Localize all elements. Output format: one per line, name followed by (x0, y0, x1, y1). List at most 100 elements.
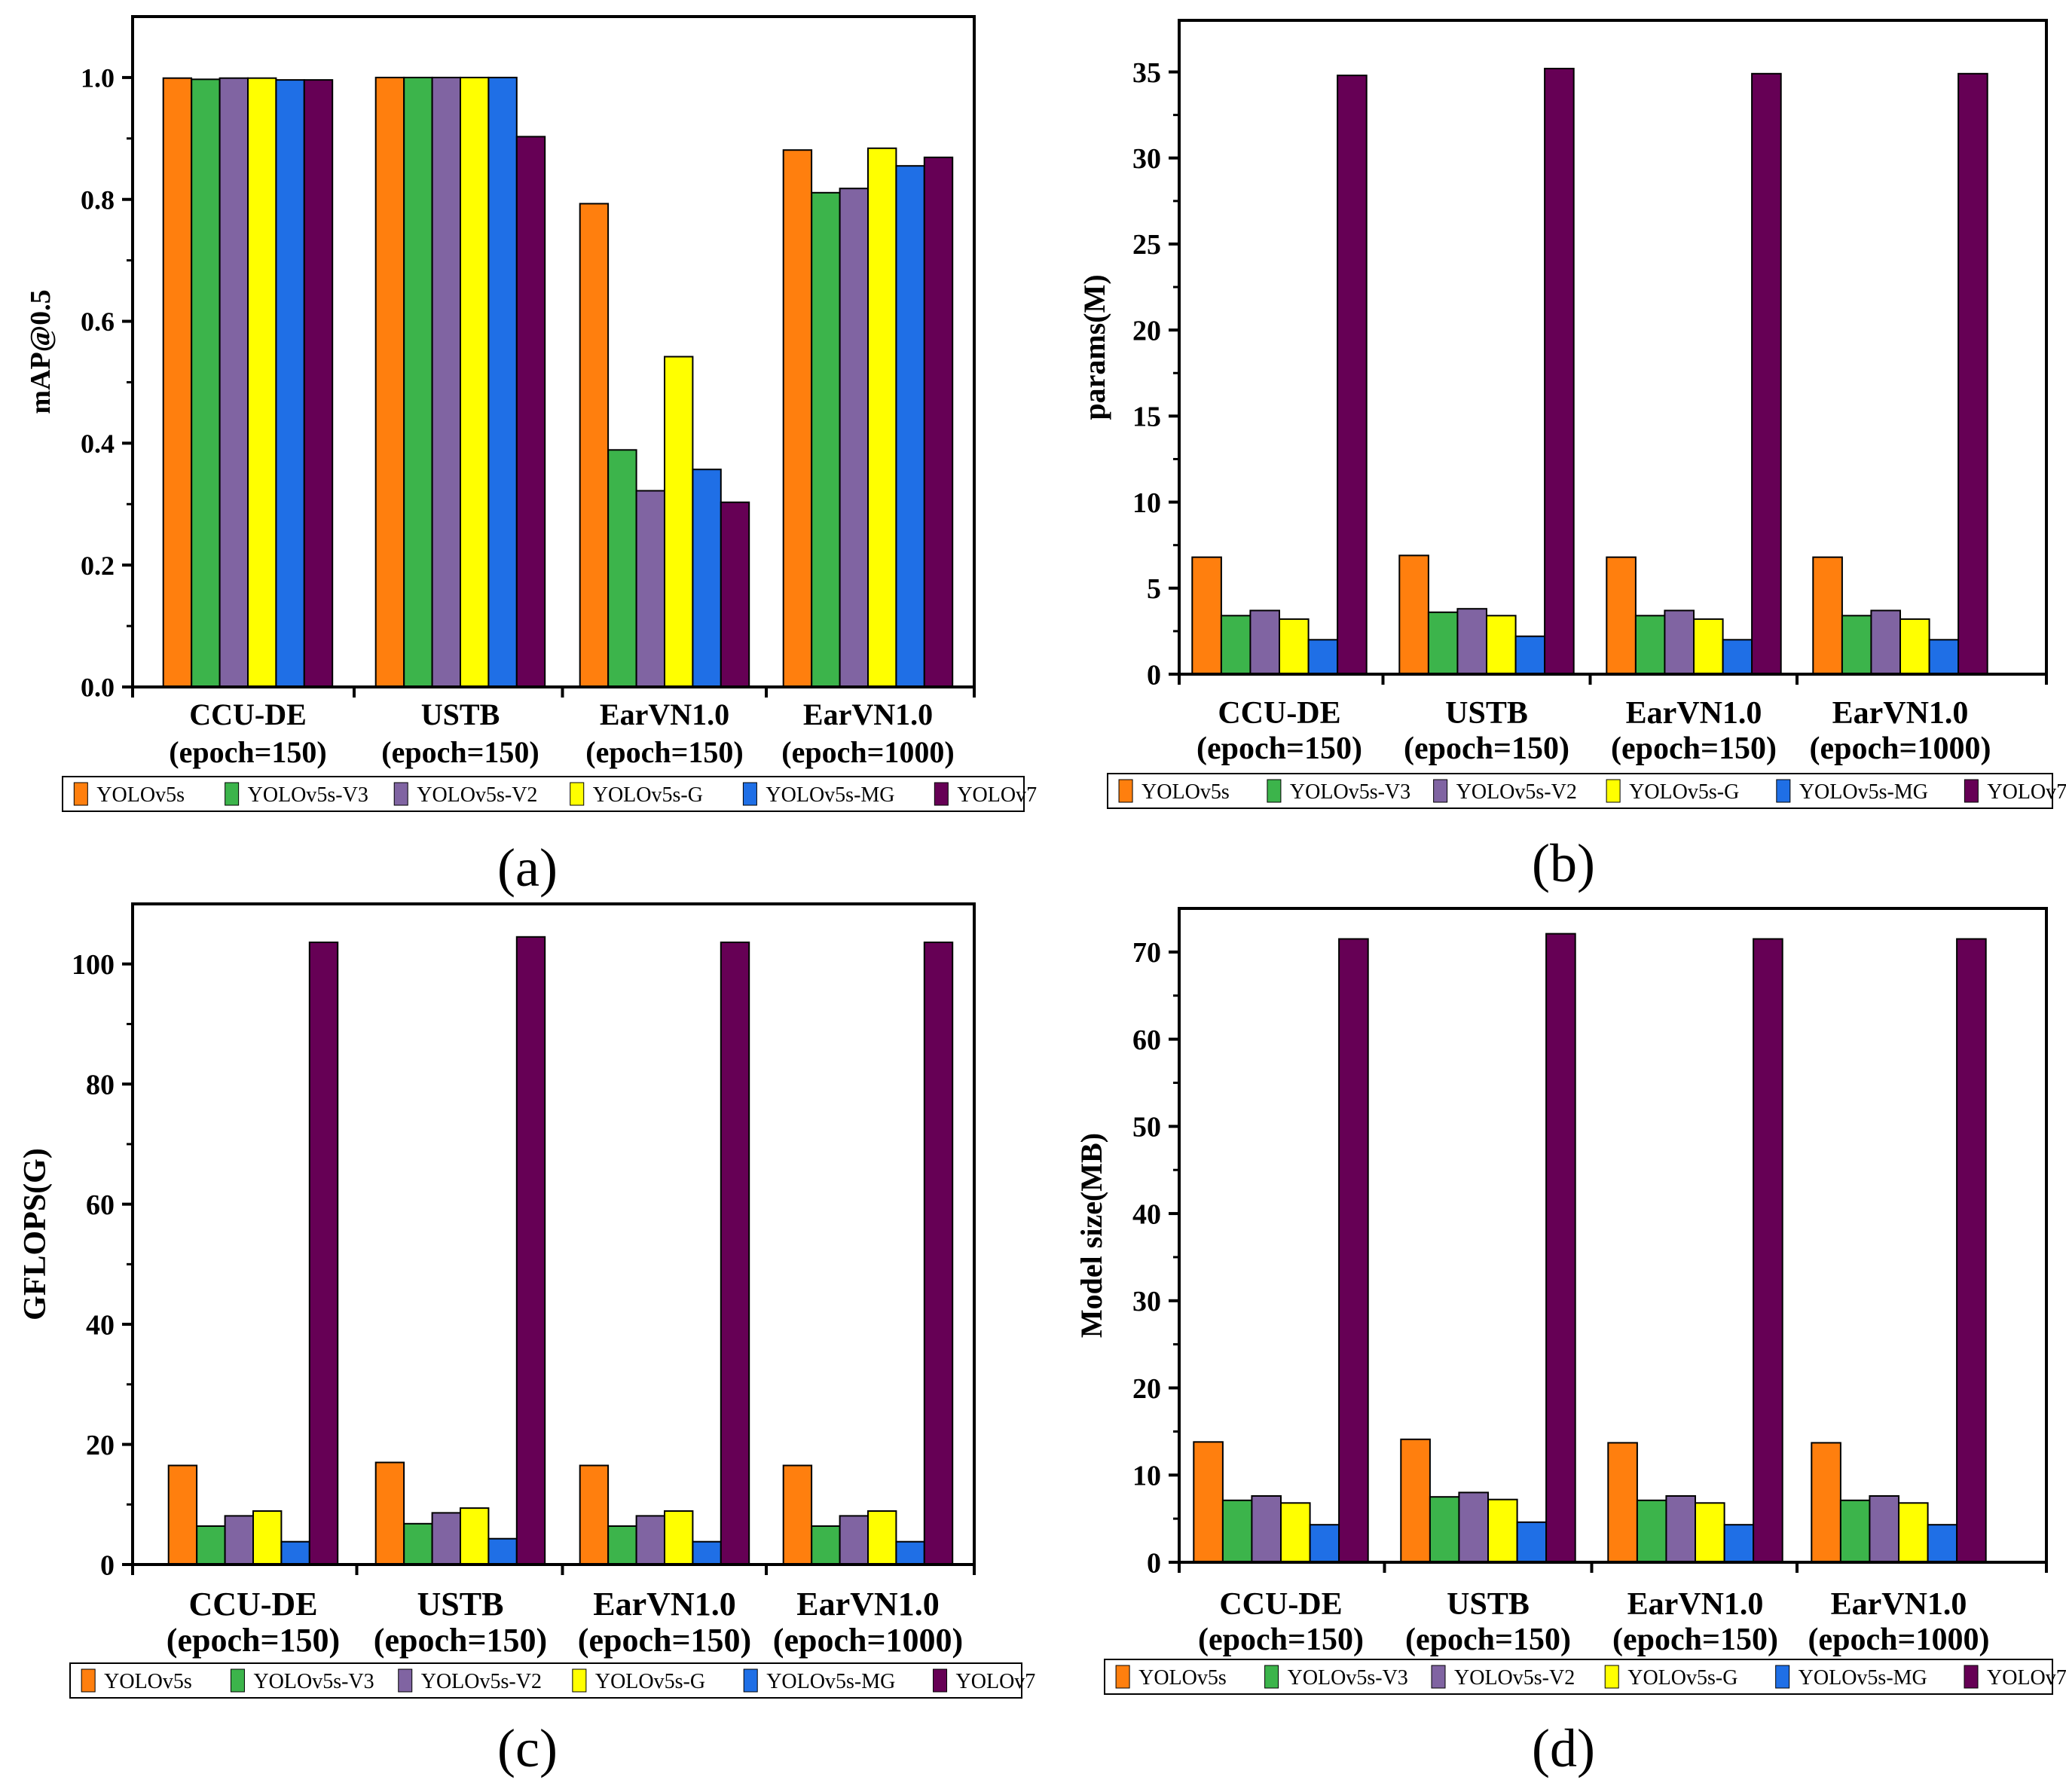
plot-frame-c (131, 902, 976, 1566)
legend-swatch-a-YOLOv7 (934, 782, 949, 806)
legend-label-c-YOLOv5s-G: YOLOv5s-G (595, 1670, 705, 1693)
bar-c-YOLOv5s-3 (579, 1464, 610, 1565)
legend-label-b-YOLOv5s-V3: YOLOv5s-V3 (1290, 780, 1410, 804)
bar-a-YOLOv5s-V3-4 (811, 191, 841, 688)
bar-c-YOLOv5s-V2-2 (431, 1512, 461, 1566)
bar-c-YOLOv7-4 (923, 942, 954, 1565)
legend-swatch-d-YOLOv5s-MG (1775, 1665, 1790, 1689)
legend-swatch-b-YOLOv5s (1118, 779, 1133, 803)
bar-b-YOLOv7-1 (1337, 75, 1368, 676)
ytick-label-a-5: 1.0 (81, 63, 115, 93)
bar-b-YOLOv5s-V2-3 (1664, 609, 1695, 675)
ytick-label-a-1: 0.2 (81, 551, 115, 581)
ytick-label-c-5: 100 (72, 949, 115, 981)
legend-label-b-YOLOv5s-V2: YOLOv5s-V2 (1456, 780, 1577, 804)
bar-a-YOLOv5s-V2-2 (431, 76, 461, 688)
bar-d-YOLOv7-4 (1956, 938, 1987, 1563)
bar-c-YOLOv7-3 (720, 942, 750, 1565)
ytick-label-d-1: 10 (1132, 1461, 1161, 1492)
legend-swatch-d-YOLOv5s (1115, 1665, 1130, 1689)
legend-label-b-YOLOv7: YOLOv7 (1987, 780, 2066, 804)
bar-b-YOLOv5s-V2-4 (1870, 609, 1901, 675)
category-label-b-2-2: (epoch=150) (1404, 731, 1569, 766)
legend-swatch-b-YOLOv5s-V3 (1267, 779, 1282, 803)
bar-c-YOLOv5s-4 (782, 1464, 813, 1565)
bar-c-YOLOv5s-V2-4 (839, 1515, 869, 1566)
bar-d-YOLOv5s-G-3 (1695, 1502, 1725, 1564)
ytick-label-b-2: 10 (1132, 487, 1161, 519)
bar-c-YOLOv5s-MG-1 (280, 1540, 310, 1565)
bar-a-YOLOv5s-V3-1 (191, 78, 221, 688)
ylabel-a: mAP@0.5 (25, 289, 57, 414)
bar-c-YOLOv5s-MG-3 (692, 1540, 722, 1565)
bar-d-YOLOv5s-V2-3 (1665, 1495, 1696, 1563)
bar-a-YOLOv7-2 (515, 136, 546, 688)
legend-swatch-c-YOLOv5s (81, 1668, 96, 1693)
legend-label-c-YOLOv7: YOLOv7 (956, 1670, 1036, 1693)
chart-panel-d: 010203040506070CCU-DE(epoch=150)USTB(epo… (1074, 907, 2066, 1778)
ytick-label-b-0: 0 (1147, 659, 1161, 691)
legend-label-d-YOLOv5s: YOLOv5s (1138, 1666, 1227, 1690)
legend-label-d-YOLOv5s-MG: YOLOv5s-MG (1799, 1666, 1927, 1690)
bar-d-YOLOv5s-MG-2 (1516, 1521, 1548, 1564)
category-label-a-1-1: CCU-DE (189, 698, 307, 731)
category-label-c-4-1: EarVN1.0 (796, 1586, 939, 1623)
legend-label-a-YOLOv5s-G: YOLOv5s-G (593, 783, 703, 807)
category-label-a-3-2: (epoch=150) (585, 735, 743, 769)
category-label-d-3-1: EarVN1.0 (1627, 1587, 1764, 1622)
legend-label-a-YOLOv5s-V2: YOLOv5s-V2 (417, 783, 537, 807)
plot-frame-a (131, 15, 976, 688)
legend-label-d-YOLOv5s-V3: YOLOv5s-V3 (1288, 1666, 1408, 1690)
bar-d-YOLOv5s-3 (1607, 1442, 1638, 1564)
bar-d-YOLOv5s-V2-2 (1458, 1491, 1490, 1564)
bar-d-YOLOv5s-V3-4 (1839, 1499, 1871, 1564)
bar-a-YOLOv5s-4 (782, 149, 813, 688)
category-label-a-3-1: EarVN1.0 (600, 698, 729, 731)
ytick-label-d-4: 40 (1132, 1198, 1161, 1230)
legend-swatch-c-YOLOv5s-V3 (230, 1668, 245, 1693)
ytick-label-a-2: 0.4 (81, 429, 115, 459)
bar-c-YOLOv5s-V3-4 (811, 1525, 841, 1565)
legend-swatch-a-YOLOv5s-G (570, 782, 585, 806)
category-label-c-3-2: (epoch=150) (578, 1622, 751, 1659)
ytick-label-b-3: 15 (1132, 401, 1161, 433)
ylabel-b: params(M) (1077, 274, 1111, 420)
bar-c-YOLOv5s-G-3 (664, 1510, 694, 1565)
legend-c: YOLOv5s YOLOv5s-V3 YOLOv5s-V2 YOLOv5s-G YOLO… (69, 1662, 1036, 1699)
legend-label-b-YOLOv5s-G: YOLOv5s-G (1629, 780, 1739, 804)
bar-b-YOLOv5s-MG-1 (1307, 639, 1339, 675)
legend-label-c-YOLOv5s: YOLOv5s (104, 1670, 192, 1693)
bar-d-YOLOv5s-4 (1811, 1442, 1841, 1564)
bar-b-YOLOv5s-MG-3 (1722, 639, 1753, 675)
ytick-label-c-2: 40 (86, 1309, 115, 1341)
legend-label-a-YOLOv7: YOLOv7 (957, 783, 1037, 807)
ytick-label-d-5: 50 (1132, 1112, 1161, 1143)
bar-c-YOLOv5s-V3-1 (196, 1525, 226, 1565)
category-label-a-1-2: (epoch=150) (169, 735, 326, 769)
bar-a-YOLOv5s-V2-3 (635, 490, 665, 688)
bar-a-YOLOv7-4 (923, 156, 954, 688)
legend-label-a-YOLOv5s: YOLOv5s (96, 783, 185, 807)
bar-a-YOLOv5s-2 (374, 76, 405, 688)
category-label-b-1-1: CCU-DE (1218, 696, 1340, 731)
bar-c-YOLOv5s-V2-1 (224, 1515, 255, 1566)
legend-swatch-a-YOLOv5s-MG (742, 782, 757, 806)
bar-b-YOLOv5s-4 (1812, 556, 1843, 676)
category-label-a-2-2: (epoch=150) (381, 735, 539, 769)
bar-b-YOLOv5s-V2-1 (1249, 609, 1281, 675)
bar-c-YOLOv5s-V2-3 (635, 1515, 665, 1566)
bar-a-YOLOv5s-3 (579, 203, 610, 688)
category-label-b-3-1: EarVN1.0 (1626, 696, 1762, 731)
ytick-label-d-6: 60 (1132, 1024, 1161, 1056)
bar-d-YOLOv5s-G-2 (1487, 1498, 1518, 1563)
category-label-b-4-2: (epoch=1000) (1810, 731, 1991, 766)
category-label-d-1-2: (epoch=150) (1198, 1623, 1364, 1657)
bar-b-YOLOv7-2 (1544, 68, 1575, 675)
bar-b-YOLOv5s-G-3 (1693, 618, 1724, 676)
legend-swatch-d-YOLOv5s-G (1604, 1665, 1619, 1689)
bar-d-YOLOv5s-MG-4 (1927, 1524, 1958, 1563)
plot-frame-d (1178, 907, 2048, 1564)
bar-d-YOLOv5s-2 (1400, 1438, 1431, 1564)
category-label-b-2-1: USTB (1445, 696, 1528, 731)
